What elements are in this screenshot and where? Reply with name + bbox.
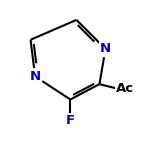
Text: F: F <box>66 114 75 127</box>
Text: N: N <box>30 70 41 83</box>
Text: N: N <box>100 43 111 55</box>
Text: Ac: Ac <box>116 82 135 95</box>
